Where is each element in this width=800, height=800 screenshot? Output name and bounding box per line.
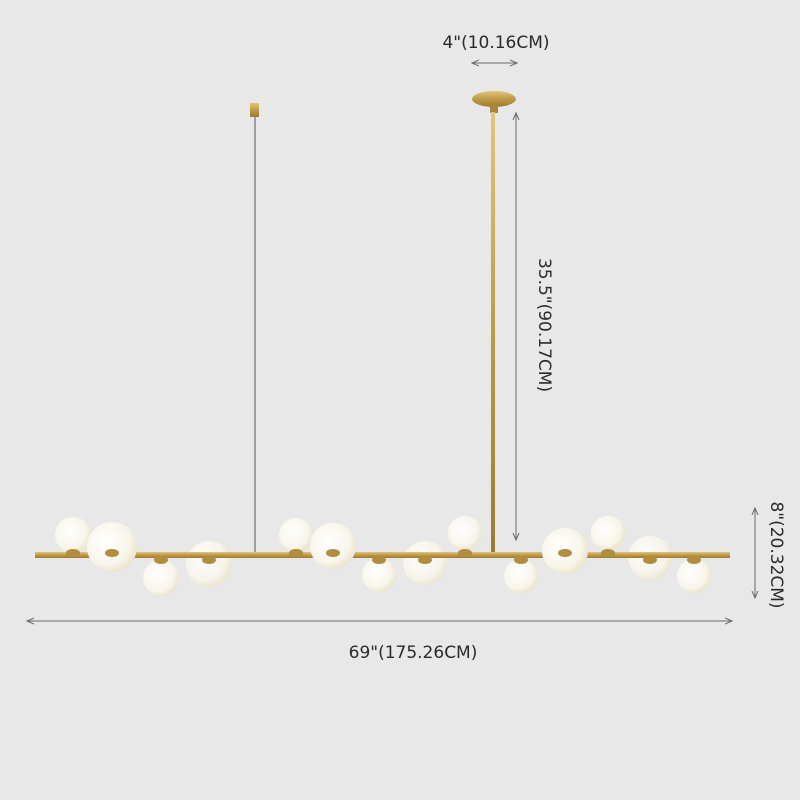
left-canopy bbox=[250, 103, 259, 117]
right-canopy-stem bbox=[490, 103, 498, 113]
globe-holder bbox=[418, 556, 432, 564]
fixture-height-label: 8"(20.32CM) bbox=[766, 501, 786, 608]
globe-holder bbox=[326, 549, 340, 557]
glass-globe bbox=[310, 523, 356, 569]
globe-holder bbox=[643, 556, 657, 564]
glass-globe bbox=[143, 560, 179, 596]
globe-holder bbox=[458, 549, 472, 557]
globe-holder bbox=[289, 549, 303, 557]
canopy-width-label: 4"(10.16CM) bbox=[442, 33, 549, 53]
globe-holder bbox=[154, 556, 168, 564]
drop-height-label: 35.5"(90.17CM) bbox=[534, 258, 554, 392]
glass-globe bbox=[448, 516, 482, 550]
right-rod bbox=[491, 112, 495, 554]
globes-in-front-of-bar bbox=[55, 516, 711, 596]
globe-holder bbox=[105, 549, 119, 557]
glass-globe bbox=[591, 516, 625, 550]
globe-holder bbox=[687, 556, 701, 564]
globe-holder bbox=[372, 556, 386, 564]
horizontal-bar bbox=[35, 552, 730, 558]
globe-holder bbox=[202, 556, 216, 564]
glass-globe bbox=[87, 522, 137, 572]
globe-holder bbox=[514, 556, 528, 564]
right-canopy bbox=[472, 91, 516, 107]
glass-globe bbox=[55, 517, 91, 553]
glass-globe bbox=[362, 558, 396, 592]
glass-globe bbox=[504, 559, 538, 593]
globe-holder bbox=[66, 549, 80, 557]
globe-holder bbox=[601, 549, 615, 557]
glass-globe bbox=[677, 559, 711, 593]
glass-globe bbox=[279, 518, 313, 552]
total-length-label: 69"(175.26CM) bbox=[349, 643, 478, 663]
globe-holder bbox=[558, 549, 572, 557]
